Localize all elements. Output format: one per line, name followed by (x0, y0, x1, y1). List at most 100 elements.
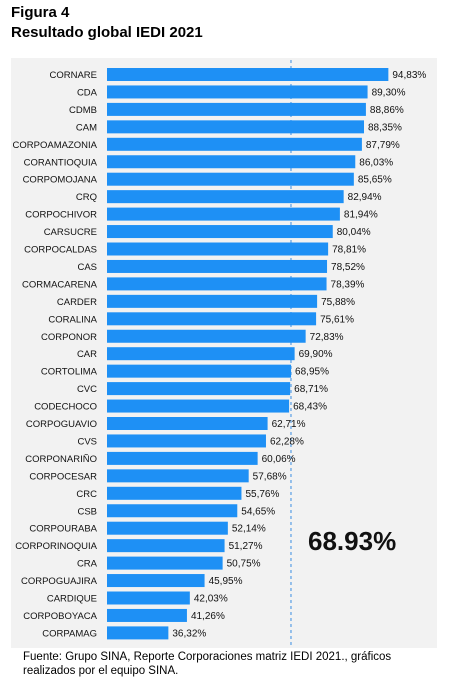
bar (107, 172, 354, 186)
category-label: CORPOCALDAS (24, 245, 97, 256)
chart-panel: CORNARE 94,83% CDA 89,30% CDMB 88,86% CAM 88,35… (11, 58, 437, 648)
value-label: 81,94% (344, 210, 378, 221)
bar (107, 102, 366, 116)
value-label: 62,71% (272, 419, 306, 430)
bar (107, 277, 327, 291)
value-label: 68,71% (294, 384, 328, 395)
bar (107, 434, 266, 448)
value-label: 50,75% (227, 559, 261, 570)
value-label: 94,83% (392, 70, 426, 81)
bar (107, 451, 258, 465)
bar (107, 329, 306, 343)
category-label: CORPAMAG (42, 628, 97, 639)
category-label: CORPOMOJANA (23, 175, 98, 186)
bar (107, 364, 292, 378)
value-label: 72,83% (310, 332, 344, 343)
bar (107, 259, 328, 273)
category-label: CODECHOCO (34, 402, 97, 413)
category-label: CORPOURABA (29, 524, 97, 535)
bar (107, 225, 333, 239)
bar (107, 504, 238, 518)
value-label: 45,95% (209, 576, 243, 587)
value-label: 62,28% (270, 436, 304, 447)
value-label: 75,88% (321, 297, 355, 308)
bar (107, 591, 190, 605)
category-label: CVC (77, 384, 97, 395)
figure-label: Figura 4 (11, 4, 70, 21)
value-label: 78,52% (331, 262, 365, 273)
value-label: 41,26% (191, 611, 225, 622)
bar (107, 120, 364, 134)
bar (107, 486, 242, 500)
value-label: 68,95% (295, 367, 329, 378)
category-label: CORPOAMAZONIA (13, 140, 98, 151)
value-label: 78,81% (332, 245, 366, 256)
category-label: CRA (77, 559, 98, 570)
value-label: 69,90% (299, 349, 333, 360)
bar (107, 382, 291, 396)
category-label: CORTOLIMA (41, 367, 98, 378)
bar (107, 137, 362, 151)
category-label: CRC (76, 489, 97, 500)
category-label: CORPOBOYACA (23, 611, 97, 622)
category-label: CARDER (57, 297, 97, 308)
value-label: 78,39% (331, 279, 365, 290)
bar (107, 539, 225, 553)
category-label: CORPONARIÑO (25, 454, 97, 465)
source-note: Fuente: Grupo SINA, Reporte Corporacione… (23, 651, 392, 677)
bar (107, 207, 340, 221)
bar (107, 556, 223, 570)
bar (107, 417, 268, 430)
bar-chart: CORNARE 94,83% CDA 89,30% CDMB 88,86% CAM 88,35… (13, 60, 426, 646)
category-label: CDA (77, 87, 98, 98)
bar (107, 521, 228, 535)
category-label: CARDIQUE (47, 594, 97, 605)
category-label: CORPORINOQUIA (15, 541, 97, 552)
bar (107, 626, 169, 640)
value-label: 80,04% (337, 227, 371, 238)
category-label: CORNARE (49, 70, 97, 81)
bar (107, 469, 249, 483)
category-label: CORALINA (48, 314, 97, 325)
category-label: CAR (77, 349, 97, 360)
value-label: 36,32% (172, 628, 206, 639)
category-label: CRQ (76, 192, 97, 203)
bar (107, 399, 290, 413)
category-label: CSB (77, 506, 97, 517)
bar (107, 294, 318, 308)
category-label: CARSUCRE (44, 227, 97, 238)
value-label: 88,35% (368, 122, 402, 133)
value-label: 51,27% (229, 541, 263, 552)
category-label: CVS (77, 436, 97, 447)
value-label: 68,43% (293, 402, 327, 413)
value-label: 75,61% (320, 314, 354, 325)
bar (107, 68, 389, 81)
category-label: CORPOCHIVOR (25, 210, 97, 221)
chart-title: Resultado global IEDI 2021 (11, 24, 203, 41)
reference-label: 68.93% (308, 526, 396, 556)
value-label: 89,30% (372, 87, 406, 98)
category-label: CORPOCESAR (29, 471, 97, 482)
category-label: CAM (76, 122, 97, 133)
bar (107, 608, 187, 622)
value-label: 88,86% (370, 105, 404, 116)
value-label: 42,03% (194, 594, 228, 605)
category-label: CORANTIOQUIA (24, 157, 98, 168)
value-label: 60,06% (262, 454, 296, 465)
value-label: 82,94% (348, 192, 382, 203)
bar (107, 347, 295, 361)
value-label: 86,03% (359, 157, 393, 168)
category-label: CORPONOR (41, 332, 97, 343)
value-label: 52,14% (232, 524, 266, 535)
bar (107, 155, 356, 169)
category-label: CORMACARENA (22, 279, 98, 290)
category-label: CAS (77, 262, 97, 273)
value-label: 55,76% (245, 489, 279, 500)
value-label: 54,65% (241, 506, 275, 517)
bar (107, 312, 317, 326)
value-label: 87,79% (366, 140, 400, 151)
category-label: CORPOGUAJIRA (21, 576, 98, 587)
bar (107, 574, 205, 588)
bar (107, 85, 368, 99)
category-label: CORPOGUAVIO (26, 419, 97, 430)
